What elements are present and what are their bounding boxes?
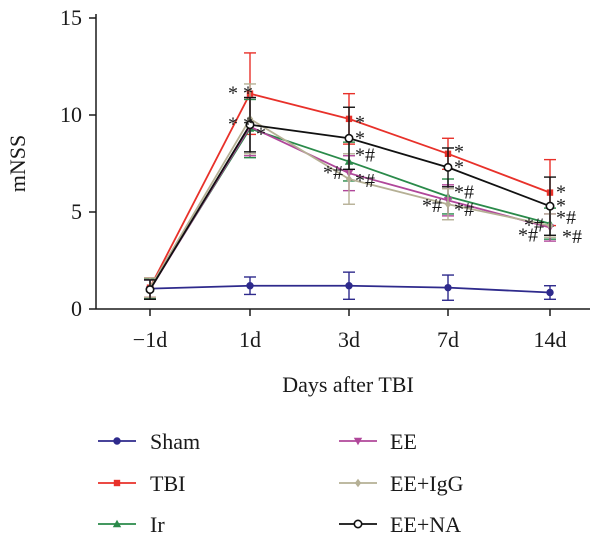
- series-sham: [144, 271, 556, 301]
- x-axis-label: Days after TBI: [282, 372, 414, 397]
- legend-label: EE+NA: [390, 512, 461, 537]
- significance-label: *#: [562, 226, 582, 248]
- significance-label: *#: [355, 170, 375, 192]
- legend-marker: [112, 519, 122, 528]
- legend-label: TBI: [150, 471, 185, 496]
- data-point: [545, 201, 555, 211]
- x-tick-label: −1d: [133, 327, 167, 352]
- x-tick-label: 7d: [437, 327, 459, 352]
- data-point: [443, 162, 453, 172]
- significance-label: * *: [228, 114, 253, 136]
- significance-label: * *: [228, 83, 253, 105]
- significance-label: *: [556, 182, 566, 204]
- legend-item-tbi: TBI: [98, 471, 185, 496]
- significance-label: *#: [454, 182, 474, 204]
- x-tick-label: 3d: [338, 327, 360, 352]
- data-point: [444, 283, 452, 292]
- legend: Sham TBI Ir EE EE+IgG EE+NA: [98, 429, 464, 537]
- significance-label: *#: [556, 207, 576, 229]
- legend-label: Sham: [150, 429, 200, 454]
- x-tick-label: 1d: [239, 327, 261, 352]
- y-tick-label: 15: [60, 5, 82, 30]
- significance-label: *#: [518, 224, 538, 246]
- significance-label: *#: [454, 199, 474, 221]
- significance-label: *: [454, 156, 464, 178]
- legend-label: EE: [390, 429, 417, 454]
- data-point: [546, 288, 554, 297]
- significance-label: *#: [323, 162, 343, 184]
- significance-label: *#: [422, 195, 442, 217]
- significance-annotations: * ** * ****#*# *#***#*# *#***#*#*# *#: [228, 83, 582, 249]
- legend-marker: [354, 478, 362, 488]
- data-point: [145, 285, 155, 295]
- data-point: [245, 120, 255, 130]
- significance-label: *: [256, 123, 266, 145]
- legend-item-ee: EE: [339, 429, 417, 454]
- data-point: [444, 200, 452, 209]
- data-point: [345, 282, 353, 290]
- significance-label: *: [556, 195, 566, 217]
- data-point: [344, 133, 354, 143]
- legend-label: EE+IgG: [390, 471, 464, 496]
- x-tick-label: 14d: [534, 327, 567, 352]
- legend-marker: [353, 437, 363, 446]
- legend-item-sham: Sham: [98, 429, 200, 454]
- series-ee-na: [144, 96, 556, 300]
- y-axis-label: mNSS: [5, 135, 30, 192]
- significance-label: *#: [355, 145, 375, 167]
- series-layer: [144, 52, 556, 301]
- significance-label: *: [355, 112, 365, 134]
- legend-item-ee-na: EE+NA: [339, 512, 461, 537]
- significance-label: *: [355, 127, 365, 149]
- legend-marker: [113, 437, 121, 445]
- y-tick-label: 5: [71, 199, 82, 224]
- axes: 0 5 10 15 −1d 1d 3d 7d 14d: [60, 5, 590, 352]
- legend-marker: [113, 479, 121, 487]
- significance-label: *: [454, 141, 464, 163]
- legend-item-ee-igg: EE+IgG: [339, 471, 464, 496]
- data-point: [246, 282, 254, 290]
- y-tick-label: 10: [60, 102, 82, 127]
- data-point: [345, 174, 353, 184]
- y-tick-label: 0: [71, 296, 82, 321]
- legend-label: Ir: [150, 512, 165, 537]
- legend-marker: [353, 519, 363, 529]
- significance-label: *#: [524, 215, 544, 237]
- series-line: [149, 127, 551, 290]
- legend-item-ir: Ir: [98, 512, 165, 537]
